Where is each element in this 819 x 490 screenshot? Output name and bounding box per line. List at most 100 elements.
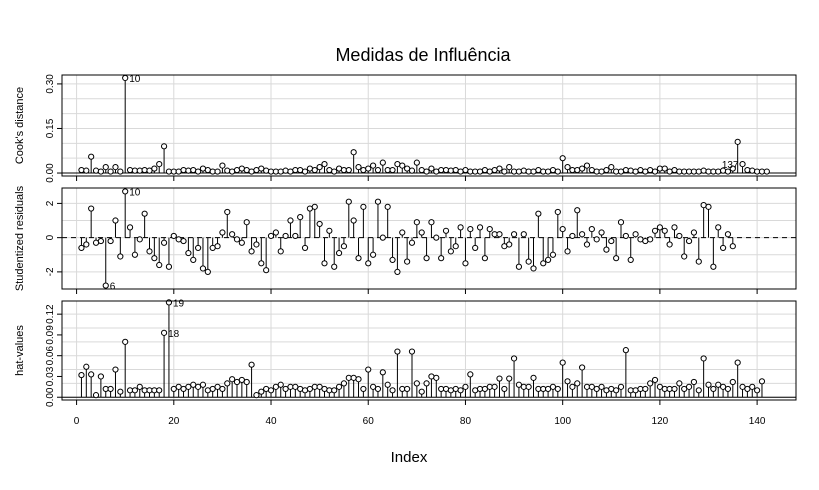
- data-point: [233, 236, 241, 243]
- data-point: [763, 168, 770, 175]
- y-tick-label: 0.00: [45, 163, 56, 183]
- data-point: [195, 168, 202, 175]
- data-point: [695, 168, 702, 175]
- data-point: [282, 232, 289, 240]
- data-point: [428, 165, 435, 172]
- panel-frame: [61, 187, 797, 290]
- data-point: [413, 219, 420, 226]
- data-point: [666, 241, 673, 248]
- data-point: [574, 380, 581, 387]
- x-tick-label: 80: [460, 416, 472, 427]
- data-point: [583, 162, 591, 169]
- data-point: [360, 203, 367, 210]
- data-point: [569, 383, 576, 390]
- data-point: [515, 263, 523, 270]
- data-point: [229, 376, 236, 383]
- data-point: [622, 347, 629, 354]
- data-point: [617, 383, 625, 390]
- data-point: [199, 381, 207, 388]
- data-point: [472, 244, 479, 252]
- data-point: [253, 241, 260, 248]
- data-point: [710, 385, 717, 393]
- data-point: [462, 383, 469, 390]
- data-point: [369, 162, 377, 169]
- data-point: [433, 234, 440, 241]
- x-tick-label: 140: [749, 416, 766, 427]
- data-point: [340, 380, 348, 387]
- data-point: [112, 163, 119, 171]
- data-point: [389, 387, 396, 394]
- data-point: [301, 244, 309, 252]
- data-point: [598, 383, 605, 390]
- data-point: [651, 227, 659, 234]
- data-point: [92, 392, 100, 399]
- data-point: [355, 376, 362, 383]
- data-point: [195, 244, 202, 252]
- data-point: [749, 167, 756, 174]
- data-point: [540, 260, 547, 267]
- data-point: [681, 253, 688, 260]
- data-point: [117, 253, 124, 260]
- data-point: [97, 168, 104, 175]
- x-tick-label: 100: [554, 416, 571, 427]
- data-point: [102, 282, 109, 289]
- data-point: [243, 219, 250, 226]
- data-point: [413, 380, 420, 387]
- data-point: [331, 168, 338, 175]
- data-point: [389, 166, 396, 174]
- data-point: [613, 387, 620, 394]
- data-point: [384, 203, 391, 210]
- data-point: [729, 165, 736, 172]
- data-point: [705, 381, 712, 388]
- data-point: [97, 373, 104, 380]
- data-point: [399, 229, 406, 236]
- data-point: [729, 243, 736, 250]
- data-point: [350, 217, 357, 224]
- data-point: [117, 168, 124, 175]
- data-point: [452, 243, 459, 250]
- x-tick-label: 0: [74, 416, 80, 427]
- data-point: [316, 220, 323, 228]
- data-point: [277, 168, 284, 175]
- data-point: [438, 255, 445, 262]
- y-tick-label: 0.03: [45, 366, 56, 386]
- data-point: [549, 251, 557, 258]
- data-point: [88, 205, 95, 212]
- data-point: [564, 378, 571, 385]
- y-tick-label: -2: [45, 267, 56, 276]
- point-label: 6: [110, 282, 116, 293]
- data-point: [97, 237, 104, 245]
- data-point: [170, 232, 177, 240]
- data-point: [156, 261, 163, 269]
- data-point: [112, 217, 119, 224]
- data-point: [365, 165, 372, 172]
- data-point: [165, 263, 173, 270]
- data-point: [78, 371, 85, 379]
- data-point: [710, 263, 717, 270]
- data-point: [486, 225, 493, 233]
- data-point: [335, 383, 343, 390]
- data-point: [632, 231, 639, 238]
- data-point: [719, 244, 727, 252]
- data-point: [131, 251, 139, 258]
- panel-frame: [61, 74, 797, 177]
- data-point: [423, 255, 430, 262]
- panel-3: 18 19 0.000.030.060.090.12 hat-values 0 20 40 6…: [14, 298, 797, 427]
- data-point: [685, 383, 693, 390]
- data-point: [88, 371, 95, 378]
- data-point: [248, 361, 255, 368]
- data-point: [253, 392, 260, 399]
- data-point: [107, 385, 114, 393]
- data-point: [622, 232, 629, 240]
- data-point: [496, 231, 503, 238]
- data-point: [131, 387, 139, 394]
- data-point: [224, 167, 231, 174]
- y-tick-label: 0.09: [45, 325, 56, 345]
- data-point: [603, 166, 610, 174]
- x-tick-label: 120: [652, 416, 669, 427]
- data-point: [88, 153, 95, 160]
- data-point: [379, 369, 386, 376]
- data-point: [671, 224, 678, 231]
- data-point: [122, 74, 129, 82]
